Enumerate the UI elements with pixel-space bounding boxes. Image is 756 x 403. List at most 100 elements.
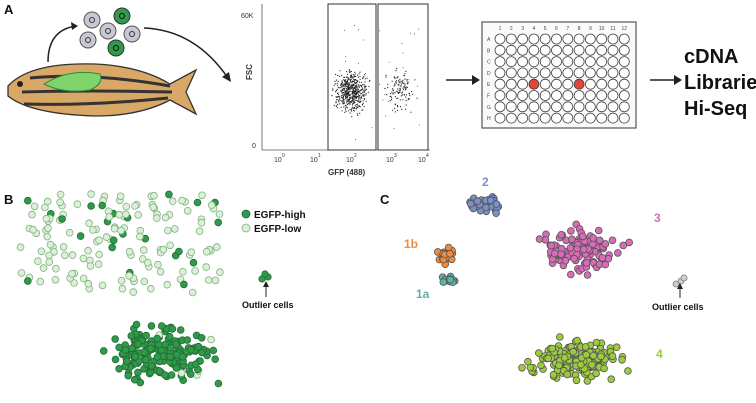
- well: [596, 112, 608, 124]
- cell-egfp-low: [202, 247, 211, 256]
- zebrafish: [7, 63, 198, 117]
- cell-egfp-low: [102, 233, 111, 241]
- facs-event: [343, 99, 345, 101]
- facs-event: [341, 91, 343, 93]
- facs-event: [406, 86, 408, 88]
- cell-egfp-low: [150, 191, 158, 200]
- outlier-cell: [261, 270, 269, 278]
- facs-event: [416, 85, 418, 87]
- facs-event: [363, 93, 365, 95]
- facs-event: [352, 92, 354, 94]
- cell-egfp-low: [84, 279, 93, 288]
- facs-event: [355, 79, 357, 81]
- facs-event: [356, 95, 358, 97]
- well: [528, 90, 540, 101]
- well: [562, 112, 574, 124]
- facs-event: [347, 84, 349, 86]
- cell-cluster-4: [592, 369, 600, 378]
- facs-y-axis-label: FSC: [245, 64, 254, 80]
- cell-egfp-low: [68, 270, 76, 278]
- cell-egfp-high: [153, 353, 162, 361]
- facs-event: [352, 101, 354, 103]
- facs-event: [362, 102, 364, 104]
- cell-cluster-2: [487, 196, 495, 205]
- cell-egfp-low: [215, 210, 224, 218]
- facs-event: [355, 108, 357, 110]
- facs-event: [352, 107, 354, 109]
- well: [596, 90, 608, 101]
- cell-egfp-low: [183, 206, 192, 215]
- cell-egfp-low: [17, 269, 26, 277]
- facs-event: [348, 90, 350, 92]
- facs-event: [337, 75, 339, 77]
- facs-event: [347, 82, 349, 85]
- well: [585, 101, 596, 113]
- facs-event: [346, 91, 348, 93]
- facs-event: [367, 91, 369, 93]
- facs-event: [341, 94, 343, 96]
- well: [505, 33, 517, 45]
- facs-event: [339, 70, 341, 72]
- facs-event: [418, 28, 419, 30]
- cell-cluster-3: [589, 234, 598, 242]
- facs-event: [402, 79, 404, 81]
- cell-cluster-4: [569, 347, 578, 356]
- facs-event: [363, 76, 365, 78]
- facs-event: [396, 91, 399, 93]
- well: [573, 90, 585, 101]
- facs-event: [358, 85, 360, 87]
- well: [618, 33, 630, 45]
- cell-cluster-3: [579, 232, 587, 241]
- facs-event: [344, 83, 346, 85]
- cell-egfp-low: [37, 247, 46, 256]
- well: [551, 56, 562, 67]
- cell-egfp-high: [167, 343, 175, 352]
- facs-event: [353, 110, 355, 112]
- cell-egfp-low: [79, 254, 88, 263]
- facs-event: [344, 105, 346, 107]
- facs-event: [356, 106, 358, 108]
- well: [596, 44, 608, 56]
- facs-event: [401, 82, 404, 84]
- cell-cluster-1a: [446, 276, 455, 284]
- facs-event: [344, 111, 346, 113]
- cell-egfp-low: [34, 257, 42, 265]
- cell-egfp-low: [117, 276, 126, 285]
- facs-event: [404, 86, 406, 88]
- facs-event: [347, 78, 349, 80]
- cell-egfp-high: [142, 331, 151, 340]
- facs-event: [353, 98, 355, 100]
- facs-event: [349, 87, 351, 89]
- cell-egfp-low: [159, 245, 168, 254]
- facs-event: [396, 77, 398, 79]
- facs-event: [338, 97, 340, 99]
- facs-event: [344, 29, 345, 31]
- facs-event: [359, 112, 361, 114]
- cell-egfp-high: [157, 322, 166, 330]
- well: [585, 67, 596, 79]
- facs-event: [395, 80, 398, 82]
- cell-cluster-4: [612, 343, 621, 352]
- well: [539, 33, 551, 45]
- facs-x-tick-exp: 2: [354, 153, 357, 159]
- cell-cluster-2: [492, 200, 501, 208]
- well: [596, 67, 608, 79]
- cell-egfp-low: [166, 241, 174, 250]
- facs-event: [357, 74, 359, 76]
- facs-event: [348, 110, 350, 112]
- facs-event: [363, 94, 365, 96]
- facs-event: [355, 89, 357, 91]
- facs-event: [391, 80, 393, 82]
- facs-event: [359, 75, 361, 77]
- facs-x-tick-exp: 1: [318, 153, 321, 159]
- zebrafish-illustration: [7, 7, 231, 117]
- facs-event: [341, 90, 343, 92]
- well: [528, 44, 540, 56]
- facs-event: [337, 80, 339, 82]
- facs-event: [351, 116, 353, 118]
- well: [562, 67, 574, 79]
- facs-event: [355, 96, 357, 98]
- facs-event: [398, 89, 400, 91]
- facs-event: [354, 85, 356, 87]
- facs-event: [341, 74, 343, 76]
